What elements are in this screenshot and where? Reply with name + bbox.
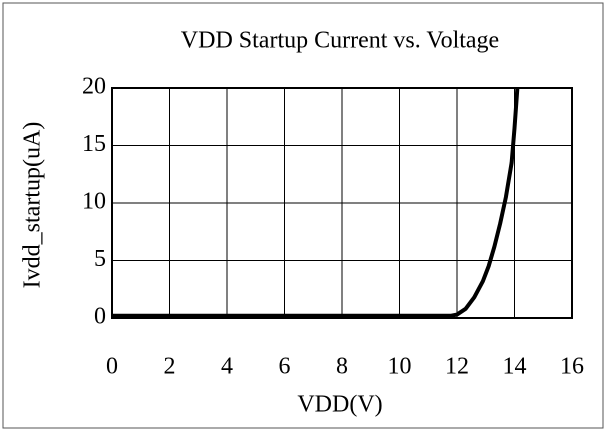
frame xyxy=(2,2,604,429)
x-tick-label: 6 xyxy=(279,354,291,380)
x-tick-label: 14 xyxy=(503,354,527,380)
x-axis-label: VDD(V) xyxy=(297,392,382,418)
x-tick-label: 16 xyxy=(560,354,584,380)
y-tick-label: 10 xyxy=(82,189,106,215)
y-axis-label: Ivdd_startup(uA) xyxy=(20,122,46,289)
y-tick-label: 5 xyxy=(94,246,106,272)
x-tick-label: 4 xyxy=(221,354,233,380)
x-tick-label: 0 xyxy=(106,354,118,380)
x-tick-label: 8 xyxy=(336,354,348,380)
x-tick-label: 12 xyxy=(445,354,469,380)
x-tick-label: 2 xyxy=(164,354,176,380)
chart-title: VDD Startup Current vs. Voltage xyxy=(181,28,499,54)
y-tick-label: 15 xyxy=(82,131,106,157)
y-tick-label: 20 xyxy=(82,74,106,100)
data-line xyxy=(112,87,520,318)
x-tick-label: 10 xyxy=(388,354,412,380)
y-tick-label: 0 xyxy=(94,304,106,330)
plot-frame xyxy=(111,87,573,319)
